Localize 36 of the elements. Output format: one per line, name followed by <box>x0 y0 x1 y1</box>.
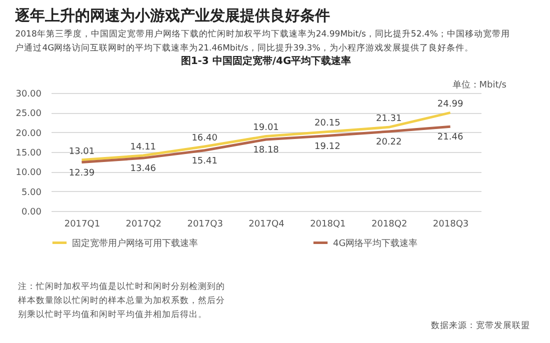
legend-label: 固定宽带用户网络可用下载速率 <box>72 238 198 249</box>
x-tick-label: 2018Q2 <box>372 220 408 230</box>
data-label: 21.46 <box>437 132 464 143</box>
y-tick-label: 20.00 <box>16 128 42 139</box>
y-axis-title: 单位：Mbit/s <box>452 80 507 90</box>
data-label: 24.99 <box>437 100 464 110</box>
x-tick-label: 2017Q3 <box>187 220 223 230</box>
data-label: 18.18 <box>253 145 280 156</box>
data-label: 13.46 <box>130 164 156 174</box>
y-tick-label: 25.00 <box>16 109 42 120</box>
y-tick-label: 5.00 <box>21 188 42 198</box>
data-label: 14.11 <box>130 142 156 152</box>
y-tick-label: 30.00 <box>16 90 42 100</box>
text: 注：忙闲时加权平均值是以忙时和闲时分别检测到的样本数量除以忙闲时的样本总量为加权系数，然后分别乘以忙时平均值和闲时平均值并相加后得出。 <box>18 281 226 322</box>
y-tick-label: 10.00 <box>16 168 42 178</box>
source-note: 数据来源：宽带发展联盟 <box>431 320 530 332</box>
data-label: 15.41 <box>192 156 218 166</box>
data-label: 20.15 <box>314 118 340 129</box>
data-label: 13.01 <box>68 146 95 157</box>
x-tick-label: 2018Q3 <box>432 220 469 230</box>
data-label: 16.40 <box>192 133 218 144</box>
chart-subtitle: 2018年第三季度，中国固定宽带用户网络下载的忙闲时加权平均下载速率为24.99Mbit/s，同比提升52.4%；中国移动宽带用户通过4G网络访问互联网时的平均下载速率为21.46Mbit/s，同比提升39.3%，为小程序游戏发展提供了良好条件。 <box>15 28 510 54</box>
data-label: 21.31 <box>376 114 402 124</box>
y-tick-label: 15.00 <box>16 148 42 158</box>
x-tick-label: 2017Q4 <box>248 220 285 230</box>
data-label: 19.12 <box>314 142 340 152</box>
data-label: 12.39 <box>68 168 95 178</box>
data-label: 20.22 <box>376 137 402 148</box>
x-tick-label: 2017Q2 <box>126 220 162 230</box>
chart-title: 逐年上升的网速为小游戏产业发展提供良好条件 <box>14 6 330 24</box>
x-tick-label: 2017Q1 <box>64 220 100 230</box>
legend-label: 4G网络平均下载速率 <box>333 238 418 249</box>
y-tick-label: 0.00 <box>21 208 42 218</box>
x-tick-label: 2018Q1 <box>310 220 346 230</box>
caption: 图1-3 中国固定宽带/4G平均下载速率 <box>180 55 352 67</box>
data-label: 19.01 <box>253 123 279 134</box>
